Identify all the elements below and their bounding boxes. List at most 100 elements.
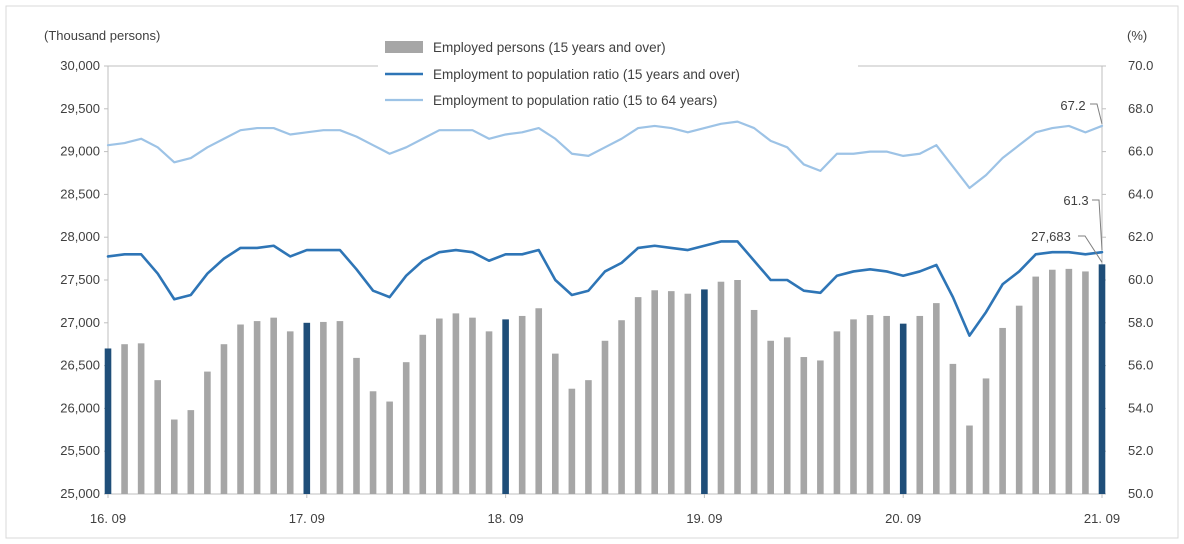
line-ratio-15-and-over	[106, 240, 1104, 337]
bar-employed-persons	[800, 357, 808, 494]
left-tick-label: 28,000	[60, 229, 100, 244]
bar-employed-persons	[833, 331, 841, 494]
bar-employed-persons	[866, 315, 874, 494]
bar-employed-persons	[1015, 305, 1023, 494]
bar-employed-persons	[568, 388, 576, 494]
x-tick-label: 21. 09	[1084, 511, 1120, 526]
bar-employed-persons	[485, 331, 493, 494]
bar-employed-persons	[949, 363, 957, 494]
right-tick-label: 56.0	[1128, 358, 1153, 373]
right-axis-unit: (%)	[1127, 28, 1147, 43]
right-tick-label: 52.0	[1128, 443, 1153, 458]
bar-employed-persons	[402, 362, 410, 494]
legend-box	[383, 34, 853, 114]
bar-employed-persons	[1032, 276, 1040, 494]
annotation-27683: 27,683	[1031, 229, 1071, 244]
bar-employed-persons	[320, 321, 327, 494]
bar-employed-persons	[452, 313, 460, 494]
right-tick-label: 54.0	[1128, 400, 1153, 415]
bar-employed-persons	[817, 360, 824, 494]
legend-label-employed: Employed persons (15 years and over)	[433, 40, 666, 55]
annotation-leader-61-3	[1092, 199, 1103, 251]
bar-employed-persons	[137, 343, 145, 494]
bar-employed-persons	[552, 353, 559, 494]
annotation-67-2: 67.2	[1060, 98, 1085, 113]
x-tick-label: 18. 09	[488, 511, 524, 526]
bar-employed-persons	[187, 410, 195, 494]
bar-employed-persons	[701, 289, 708, 494]
right-tick-label: 68.0	[1128, 101, 1153, 116]
right-tick-label: 62.0	[1128, 229, 1153, 244]
bar-employed-persons	[419, 334, 427, 494]
bar-employed-persons	[386, 401, 393, 494]
bar-employed-persons	[634, 297, 642, 494]
annotation-leader-27683	[1078, 235, 1103, 263]
bar-employed-persons	[220, 344, 228, 494]
left-axis-unit: (Thousand persons)	[44, 28, 160, 43]
bar-employed-persons	[353, 357, 360, 494]
left-tick-label: 27,000	[60, 315, 100, 330]
bar-employed-persons	[618, 320, 625, 494]
left-tick-label: 26,000	[60, 400, 100, 415]
left-tick-label: 30,000	[60, 58, 100, 73]
bar-employed-persons	[1082, 271, 1089, 494]
right-tick-label: 66.0	[1128, 144, 1153, 159]
legend-swatch-bar	[385, 41, 423, 53]
line-ratio-15-to-64	[106, 120, 1104, 190]
bar-employed-persons	[767, 340, 774, 494]
bar-employed-persons	[966, 425, 973, 494]
bar-employed-persons	[1065, 268, 1073, 494]
x-tick-label: 17. 09	[289, 511, 325, 526]
right-tick-label: 60.0	[1128, 272, 1153, 287]
bar-employed-persons	[899, 323, 907, 494]
bar-employed-persons	[104, 348, 112, 494]
bar-employed-persons	[436, 318, 443, 494]
bar-employed-persons	[850, 319, 857, 494]
bar-employed-persons	[336, 321, 344, 494]
bar-employed-persons	[916, 315, 924, 494]
bar-employed-persons	[1049, 269, 1056, 494]
bar-employed-persons	[883, 315, 890, 494]
bar-employed-persons	[204, 371, 211, 494]
bar-employed-persons	[303, 322, 311, 494]
bar-employed-persons	[734, 280, 741, 494]
annotation-leader-67-2	[1090, 103, 1103, 125]
left-tick-label: 29,000	[60, 144, 100, 159]
bar-employed-persons	[270, 317, 277, 494]
bar-employed-persons	[469, 317, 476, 494]
bar-employed-persons	[651, 290, 658, 494]
bar-employed-persons	[170, 419, 178, 494]
left-tick-label: 28,500	[60, 186, 100, 201]
bar-employed-persons	[1098, 264, 1106, 494]
right-tick-label: 50.0	[1128, 486, 1153, 501]
bar-employed-persons	[982, 378, 990, 494]
bar-employed-persons	[684, 293, 692, 494]
right-tick-label: 70.0	[1128, 58, 1153, 73]
left-tick-label: 25,500	[60, 443, 100, 458]
x-tick-label: 19. 09	[686, 511, 722, 526]
bar-employed-persons	[121, 344, 128, 494]
annotation-61-3: 61.3	[1063, 193, 1088, 208]
bar-employed-persons	[585, 380, 592, 494]
legend-label-15-over: Employment to population ratio (15 years…	[433, 67, 740, 82]
bar-employed-persons	[253, 321, 261, 494]
left-tick-label: 29,500	[60, 101, 100, 116]
bar-employed-persons	[518, 315, 526, 494]
bar-employed-persons	[999, 327, 1006, 494]
bar-employed-persons	[535, 308, 543, 494]
left-tick-label: 27,500	[60, 272, 100, 287]
bar-employed-persons	[369, 391, 377, 494]
legend-label-15-64: Employment to population ratio (15 to 64…	[433, 93, 717, 108]
x-tick-label: 16. 09	[90, 511, 126, 526]
left-tick-label: 26,500	[60, 358, 100, 373]
left-tick-label: 25,000	[60, 486, 100, 501]
bar-employed-persons	[933, 303, 940, 494]
bar-employed-persons	[750, 309, 758, 494]
bar-employed-persons	[502, 319, 509, 494]
bar-employed-persons	[601, 340, 609, 494]
x-tick-label: 20. 09	[885, 511, 921, 526]
bar-employed-persons	[667, 291, 675, 494]
bar-employed-persons	[783, 337, 791, 494]
bar-employed-persons	[154, 380, 161, 494]
